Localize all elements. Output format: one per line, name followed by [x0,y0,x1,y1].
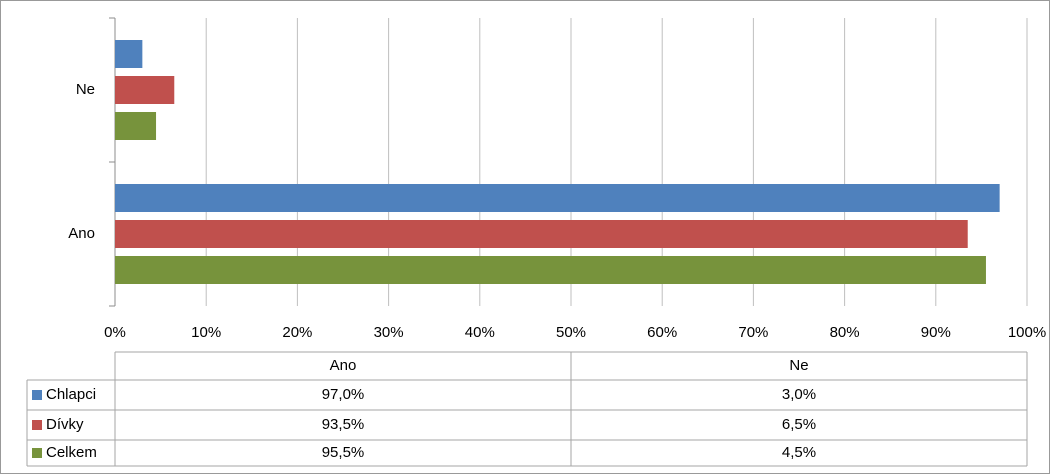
legend-label: Chlapci [46,386,96,403]
x-tick-label: 60% [647,324,677,341]
legend-swatch [32,420,42,430]
x-tick-label: 100% [1008,324,1046,341]
x-tick-label: 80% [830,324,860,341]
table-header: Ano [330,357,357,374]
x-tick-label: 10% [191,324,221,341]
bar [115,256,986,284]
x-tick-label: 50% [556,324,586,341]
y-tick-label: Ne [76,81,95,98]
bar [115,112,157,140]
x-tick-label: 20% [282,324,312,341]
bar [115,184,1000,212]
bar [115,220,968,248]
x-tick-label: 30% [374,324,404,341]
x-tick-label: 0% [104,324,126,341]
y-tick-label: Ano [68,225,95,242]
table-cell: 97,0% [322,386,365,403]
table-cell: 93,5% [322,416,365,433]
bar [115,40,143,68]
table-header: Ne [789,357,808,374]
x-tick-label: 70% [738,324,768,341]
legend-label: Celkem [46,444,97,461]
legend-swatch [32,390,42,400]
table-cell: 6,5% [782,416,816,433]
table-cell: 3,0% [782,386,816,403]
legend-label: Dívky [46,416,84,433]
x-tick-label: 90% [921,324,951,341]
bar [115,76,175,104]
legend-swatch [32,448,42,458]
table-cell: 4,5% [782,444,816,461]
table-cell: 95,5% [322,444,365,461]
x-tick-label: 40% [465,324,495,341]
